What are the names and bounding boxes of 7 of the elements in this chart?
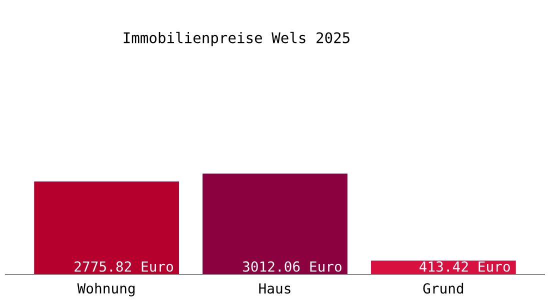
data-label: 2775.82 Euro	[74, 261, 174, 272]
x-tick-label: Wohnung	[77, 282, 135, 296]
chart-title: Immobilienpreise Wels 2025	[124, 32, 350, 46]
data-label: 413.42 Euro	[420, 261, 510, 272]
x-tick-label: Haus	[259, 283, 290, 294]
data-label: 3012.06 Euro	[242, 261, 342, 272]
x-tick-label: Grund	[423, 282, 464, 294]
